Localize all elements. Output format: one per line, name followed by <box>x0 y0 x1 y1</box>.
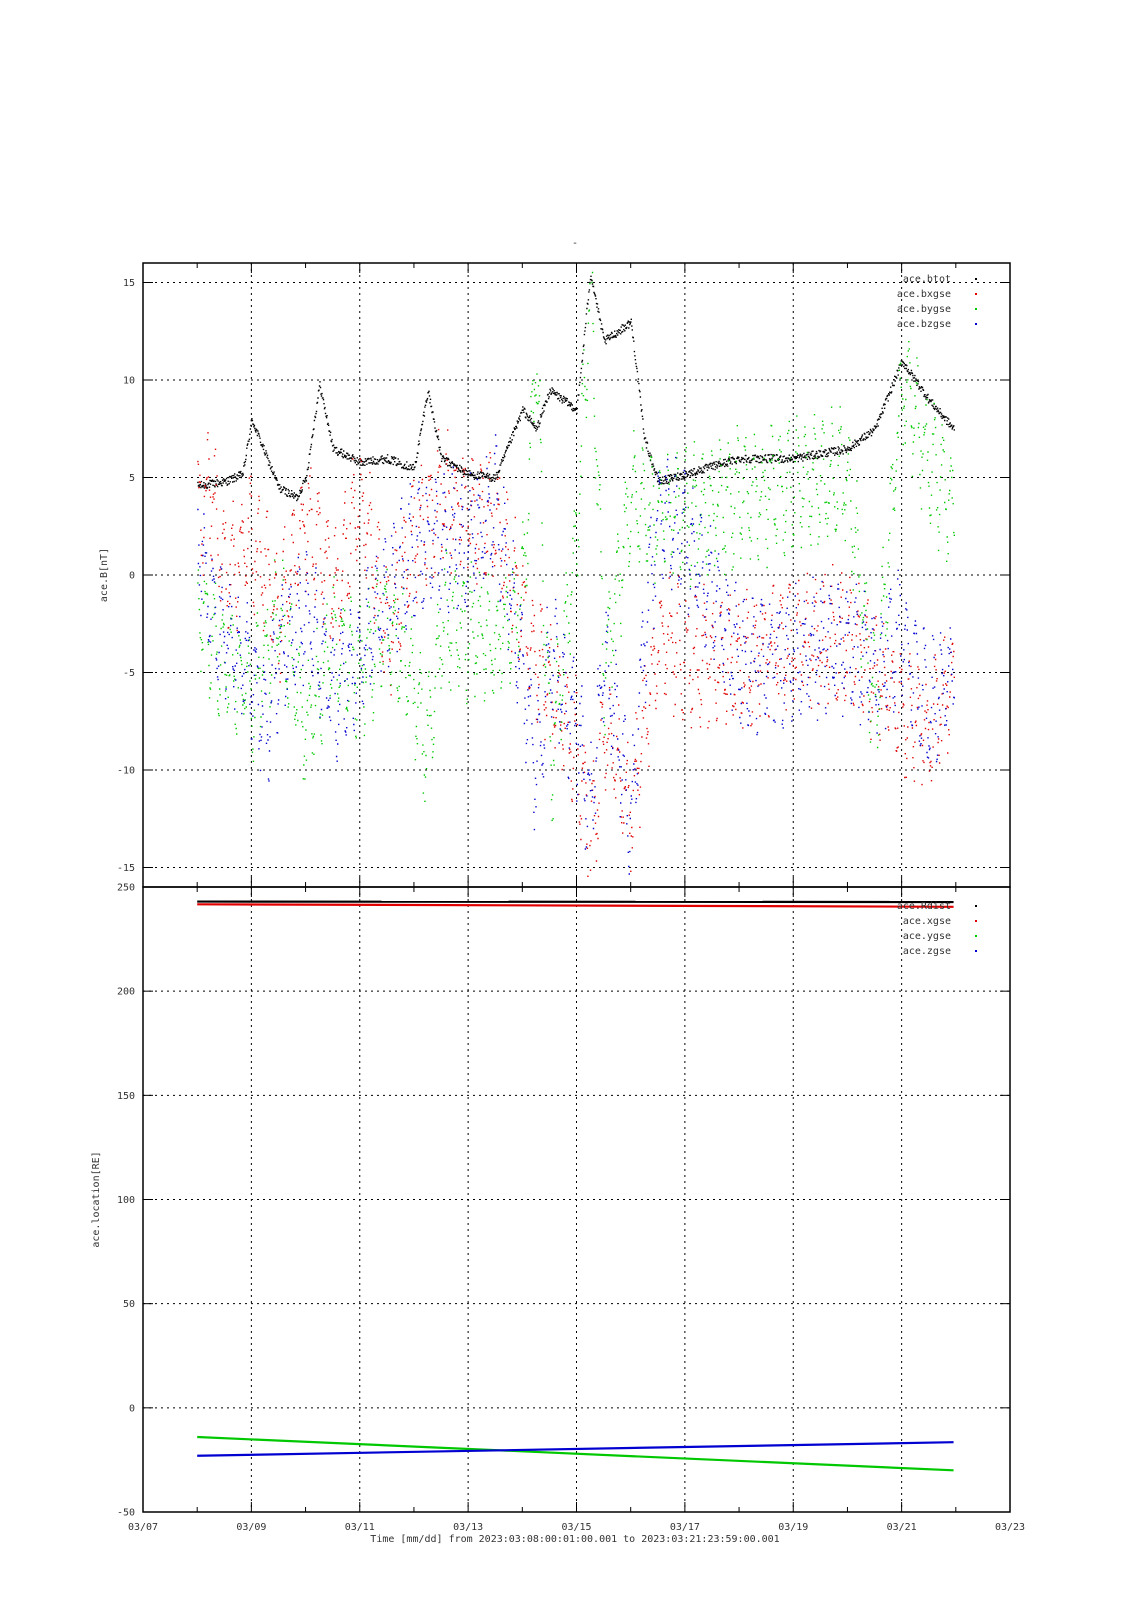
x-tick-label: 03/07 <box>128 1522 158 1533</box>
legend-label: ace.zgse <box>903 946 951 957</box>
legend-label: ace.bzgse <box>897 319 951 330</box>
series-ace-bxgse <box>197 428 955 877</box>
x-tick-label: 03/09 <box>236 1522 266 1533</box>
x-axis-label: Time [mm/dd] from 2023:03:08:00:01:00.00… <box>370 1534 779 1545</box>
y-axis-label: ace.B[nT] <box>99 548 110 602</box>
legend-label: ace.bygse <box>897 304 951 315</box>
legend-marker <box>975 905 977 907</box>
series-ace-bygse <box>197 271 955 822</box>
series-line <box>197 903 954 908</box>
panel-magnetic-field: -15 -10 -5 0 5 10 15 ace.btot ace.bxgse ace.bygse… <box>99 262 1011 888</box>
panel-location: -50 0 50 100 150 200 250 ace.Rdist ace.xgse ace.y… <box>91 883 1025 1534</box>
x-tick-label: 03/15 <box>561 1522 591 1533</box>
series-line <box>197 1435 954 1472</box>
legend-marker <box>975 935 977 937</box>
data-layer <box>197 900 954 1472</box>
legend-label: ace.bxgse <box>897 289 951 300</box>
y-tick-label: 150 <box>117 1091 135 1102</box>
series-ace-zgse <box>197 1441 954 1457</box>
legend-label: ace.Rdist <box>897 901 951 912</box>
y-tick-label: 5 <box>129 473 135 484</box>
y-tick-label: 0 <box>129 571 135 582</box>
series-ace-ygse <box>197 1435 954 1472</box>
chart-title: - <box>572 238 578 249</box>
grid: -50 0 50 100 150 200 250 <box>117 883 1011 1519</box>
legend-marker <box>975 278 977 280</box>
grid: -15 -10 -5 0 5 10 15 <box>117 263 1011 887</box>
y-tick-label: 250 <box>117 883 135 894</box>
y-axis-label: ace.location[RE] <box>91 1151 102 1247</box>
legend-label: ace.btot <box>903 274 951 285</box>
y-tick-label: -5 <box>123 668 135 679</box>
y-tick-label: 10 <box>123 376 135 387</box>
legend-marker <box>975 323 977 325</box>
x-tick-label: 03/13 <box>453 1522 483 1533</box>
x-tick-label: 03/11 <box>345 1522 375 1533</box>
series-ace-xgse <box>197 903 954 908</box>
x-tick-label: 03/21 <box>887 1522 917 1533</box>
y-tick-label: 15 <box>123 278 135 289</box>
y-tick-label: 50 <box>123 1299 135 1310</box>
legend-marker <box>975 920 977 922</box>
x-tick-label: 03/23 <box>995 1522 1025 1533</box>
y-tick-label: -15 <box>117 863 135 874</box>
series-points <box>197 428 955 877</box>
legend-marker <box>975 293 977 295</box>
legend-marker <box>975 308 977 310</box>
y-tick-label: -50 <box>117 1508 135 1519</box>
y-tick-label: 0 <box>129 1403 135 1414</box>
series-points <box>197 271 955 822</box>
plot-frame <box>142 886 1011 1513</box>
legend-label: ace.xgse <box>903 916 951 927</box>
series-line <box>197 1441 954 1457</box>
legend-marker <box>975 950 977 952</box>
y-tick-label: -10 <box>117 766 135 777</box>
y-tick-label: 100 <box>117 1195 135 1206</box>
y-tick-label: 200 <box>117 987 135 998</box>
legend-label: ace.ygse <box>903 931 951 942</box>
x-tick-label: 03/19 <box>778 1522 808 1533</box>
x-tick-label: 03/17 <box>670 1522 700 1533</box>
